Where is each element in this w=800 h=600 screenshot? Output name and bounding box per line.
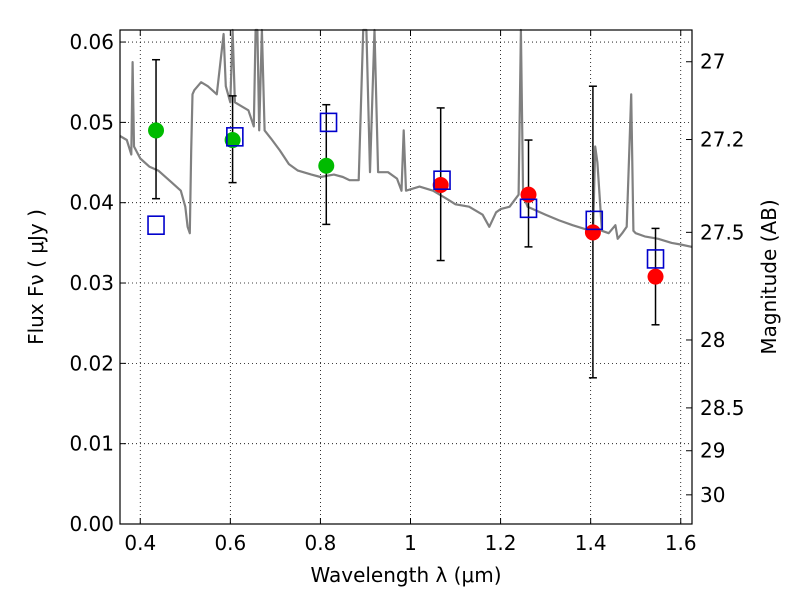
tick-marks <box>120 30 692 525</box>
error-bars-layer <box>152 58 660 379</box>
x-tick-label: 0.8 <box>305 531 337 555</box>
x-tick-label: 1.4 <box>575 531 607 555</box>
y-tick-labels: 0.00 0.01 0.02 0.03 0.04 0.05 0.06 <box>69 30 114 536</box>
y-tick-label: 0.01 <box>69 432 114 456</box>
markers-layer <box>147 112 665 285</box>
y-tick-label: 0.04 <box>69 191 114 215</box>
x-tick-label: 0.6 <box>214 531 246 555</box>
plot-frame <box>119 29 693 525</box>
magnitude-tick-label: 30 <box>700 483 725 507</box>
open-square-marker <box>433 170 451 191</box>
magnitude-tick-label: 27.2 <box>700 128 745 152</box>
magnitude-tick-label: 28.5 <box>700 396 745 420</box>
magnitude-tick-label: 27 <box>700 50 725 74</box>
model-spectrum-line <box>119 28 693 248</box>
magnitude-tick-label: 29 <box>700 439 725 463</box>
open-square-marker <box>147 215 165 235</box>
y-tick-label: 0.05 <box>69 110 114 134</box>
green-circle-marker <box>318 157 335 174</box>
magnitude-tick-labels: 27 27.2 27.5 28 28.5 29 30 <box>700 50 745 507</box>
x-tick-label: 1.6 <box>665 531 697 555</box>
y-axis-label: Flux Fν ( μJy ) <box>24 209 48 345</box>
x-tick-label: 0.4 <box>124 531 156 555</box>
x-axis-label: Wavelength λ (μm) <box>310 563 501 587</box>
magnitude-tick-label: 27.5 <box>700 220 745 244</box>
y-tick-label: 0.06 <box>69 30 114 54</box>
green-circle-marker <box>224 132 241 149</box>
model-spectrum-layer <box>119 28 693 248</box>
y-tick-label: 0.00 <box>69 512 114 536</box>
green-circle-marker <box>148 122 165 139</box>
magnitude-tick-label: 28 <box>700 328 725 352</box>
x-tick-label: 1 <box>404 531 417 555</box>
magnitude-axis-label: Magnitude (AB) <box>757 199 781 354</box>
open-square-marker <box>226 127 244 147</box>
x-tick-labels: 0.4 0.6 0.8 1 1.2 1.4 1.6 <box>124 531 696 555</box>
x-tick-label: 1.2 <box>485 531 517 555</box>
grid-lines <box>120 30 692 524</box>
y-tick-label: 0.03 <box>69 271 114 295</box>
red-circle-marker <box>432 177 449 194</box>
red-circle-marker <box>584 224 601 241</box>
open-square-marker <box>319 112 338 133</box>
red-circle-marker <box>647 268 664 285</box>
open-square-marker <box>519 198 538 219</box>
open-square-marker <box>585 210 604 231</box>
red-circle-marker <box>520 186 537 203</box>
open-square-marker <box>646 249 665 269</box>
y-tick-label: 0.02 <box>69 351 114 375</box>
